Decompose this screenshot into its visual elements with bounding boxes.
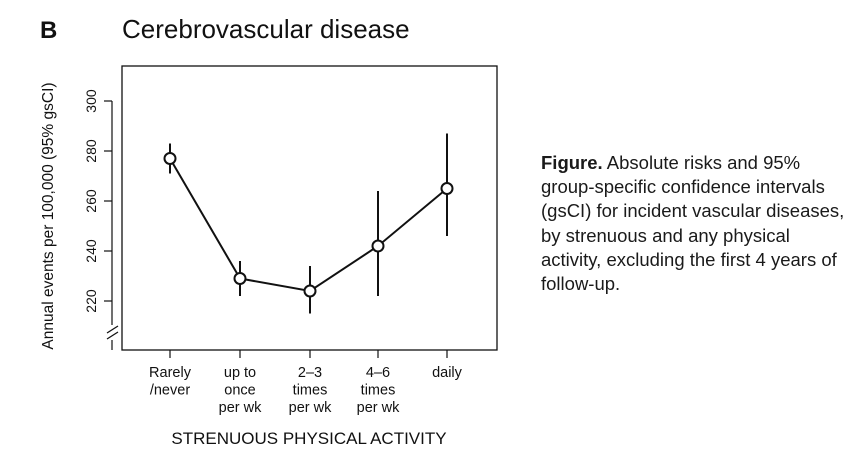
x-tick-label: up to once per wk [219,365,262,416]
y-tick-label: 240 [83,239,99,263]
y-tick-label: 260 [83,189,99,213]
x-axis-label: STRENUOUS PHYSICAL ACTIVITY [171,429,446,448]
y-tick-label: 220 [83,289,99,313]
panel-label: B [40,17,57,44]
figure-caption: Figure. Absolute risks and 95% group-spe… [541,151,851,296]
caption-bold: Figure. [541,152,603,173]
x-tick-label: Rarely/never [149,365,192,399]
y-tick-label: 280 [83,139,99,163]
y-tick-label: 300 [83,89,99,113]
chart-title: Cerebrovascular disease [122,14,410,44]
x-tick-label: 2–3 times per wk [289,365,332,416]
data-point [233,272,247,285]
x-tick-label: 4–6 times per wk [357,365,400,416]
data-point [371,239,385,253]
data-point [163,152,177,165]
y-axis-label: Annual events per 100,000 (95% gsCI) [40,82,57,349]
axis-break-mark [106,325,119,340]
series-line [169,157,448,293]
data-point [303,284,317,298]
data-point [440,182,454,195]
x-tick-label: daily [432,365,463,381]
caption-text: Absolute risks and 95% group-specific co… [541,152,845,295]
